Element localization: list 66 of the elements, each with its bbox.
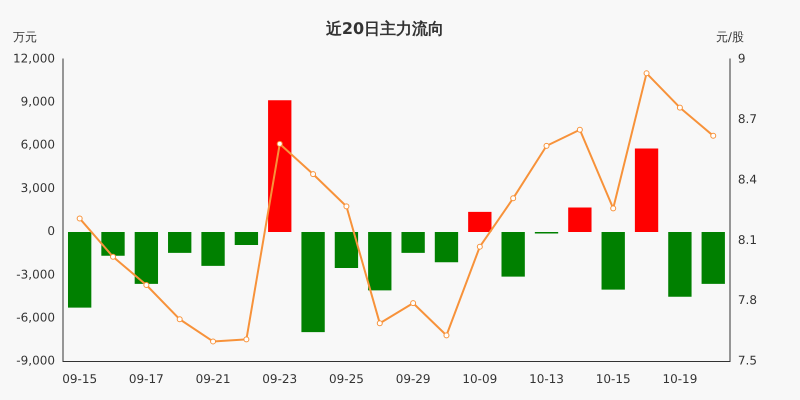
bar (368, 232, 392, 290)
y-tick-label: 0 (47, 224, 55, 238)
y2-tick-label: 8.4 (738, 172, 758, 186)
point (243, 336, 250, 342)
point (410, 300, 416, 306)
point (676, 104, 683, 111)
bar (501, 232, 525, 277)
y2-axis-title: 元/股 (716, 30, 744, 44)
bar (401, 232, 425, 253)
bar (301, 232, 325, 332)
y2-tick-label: 8.1 (738, 232, 758, 247)
point (76, 215, 83, 222)
y-tick-label: 3,000 (20, 180, 55, 195)
bar (602, 232, 625, 290)
x-tick-label: 10-19 (662, 372, 698, 386)
bar (468, 212, 492, 232)
x-tick-label: 09-25 (328, 372, 364, 386)
y-tick-label: 6,000 (20, 138, 55, 152)
point (476, 244, 483, 250)
y-tick-label: 12,000 (12, 51, 55, 66)
y-tick-label: -9,000 (16, 354, 55, 368)
point (110, 254, 116, 260)
chart-title: 近20日主力流向 (324, 18, 444, 38)
point (644, 70, 650, 76)
point (210, 338, 216, 344)
bar (568, 208, 592, 232)
point (710, 132, 716, 139)
x-tick-label: 09-29 (396, 372, 431, 386)
x-tick-label: 09-15 (62, 372, 98, 386)
y2-tick-label: 8.7 (738, 112, 758, 126)
point (310, 171, 316, 178)
point (343, 203, 350, 210)
y-tick-label: -6,000 (16, 310, 55, 325)
bar (268, 100, 292, 232)
bar (434, 232, 458, 262)
point (376, 320, 383, 326)
x-tick-label: 10-13 (529, 372, 564, 386)
bar (634, 148, 658, 232)
y-axis-title: 万元 (13, 30, 37, 44)
x-tick-label: 09-21 (196, 372, 230, 386)
point (510, 195, 516, 202)
point (610, 205, 616, 212)
y-tick-label: -3,000 (16, 267, 55, 282)
y2-tick-label: 9 (738, 51, 746, 66)
y2-tick-label: 7.8 (738, 293, 758, 308)
x-tick-label: 10-15 (596, 372, 631, 386)
bar (101, 232, 125, 256)
x-tick-label: 09-23 (262, 372, 298, 386)
x-tick-label: 10-09 (462, 372, 498, 386)
point (544, 142, 550, 149)
y2-tick-label: 7.5 (738, 354, 758, 368)
point (176, 316, 183, 322)
bar (334, 232, 358, 268)
point (576, 126, 583, 133)
point (443, 332, 450, 338)
point (143, 282, 150, 288)
y-tick-label: 9,000 (20, 94, 55, 109)
x-tick-label: 09-17 (128, 372, 164, 386)
bar (668, 232, 692, 297)
bar (201, 232, 225, 266)
bar (168, 232, 192, 253)
point (276, 140, 283, 147)
bar (702, 232, 725, 284)
bar (134, 232, 158, 284)
bar (68, 232, 92, 308)
bar (234, 232, 258, 245)
